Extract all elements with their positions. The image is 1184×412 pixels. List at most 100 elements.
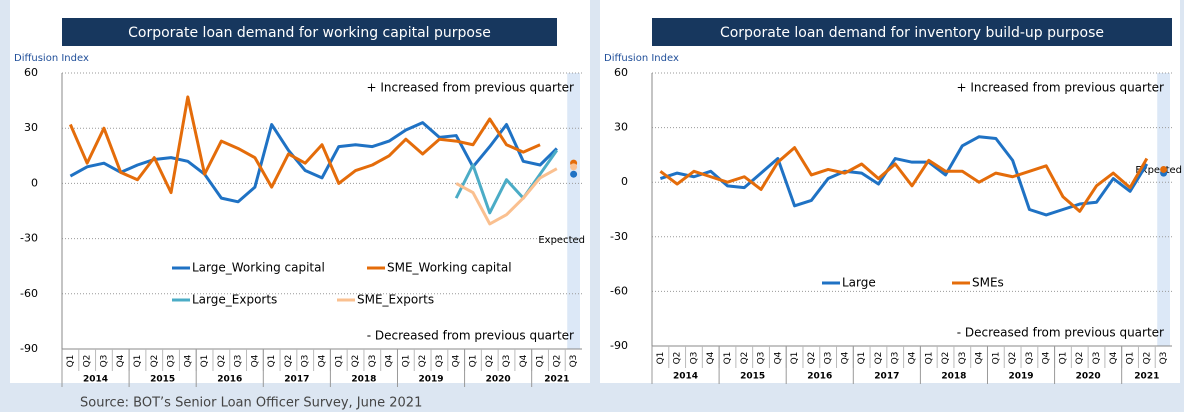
x-tick-label: Q2 [284,355,294,368]
series-line [454,149,559,215]
x-tick-label: Q4 [452,354,462,367]
x-tick-label: Q3 [757,352,767,365]
x-tick-label: Q2 [874,352,884,365]
x-tick-label: Q1 [267,355,277,368]
year-label: 2017 [874,372,899,382]
legend-label: SME_Working capital [387,261,512,275]
y-tick-label: -60 [610,284,628,297]
x-tick-label: Q4 [183,354,193,367]
legend-label: SMEs [972,276,1004,290]
y-tick-label: 60 [24,66,38,79]
year-label: 2016 [807,372,832,382]
series-line [659,135,1149,217]
annotation: Expected [1135,165,1182,176]
year-label: 2018 [941,372,966,382]
x-tick-label: Q1 [857,352,867,365]
chart-title: Corporate loan demand for inventory buil… [720,25,1104,41]
title-banner [652,18,1172,46]
x-tick-label: Q2 [150,355,160,368]
y-tick-label: 30 [24,121,38,134]
x-tick-label: Q1 [468,355,478,368]
source: Source: BOT’s Senior Loan Officer Survey… [80,396,422,411]
x-tick-label: Q2 [83,355,93,368]
expected-dot [570,163,578,171]
x-tick-label: Q2 [740,352,750,365]
x-tick-label: Q1 [991,352,1001,365]
year-label: 2016 [217,375,242,385]
x-tick-label: Q3 [1092,352,1102,365]
x-tick-label: Q2 [1008,352,1018,365]
x-tick-label: Q3 [435,355,445,368]
x-tick-label: Q2 [673,352,683,365]
x-tick-label: Q1 [723,352,733,365]
annotation: Expected [538,235,585,246]
expected-shade [567,73,580,349]
x-tick-label: Q4 [519,354,529,367]
x-tick-label: Q1 [133,355,143,368]
x-tick-label: Q3 [368,355,378,368]
x-tick-label: Q3 [167,355,177,368]
x-tick-label: Q1 [536,355,546,368]
y-tick-label: 60 [614,66,628,79]
x-tick-label: Q4 [773,351,783,364]
year-label: 2014 [83,375,108,385]
x-tick-label: Q4 [116,354,126,367]
y-tick-label: -30 [610,230,628,243]
legend-label: Large_Exports [192,293,277,307]
year-label: 2017 [284,375,309,385]
x-tick-label: Q3 [891,352,901,365]
year-label: 2019 [1009,372,1034,382]
legend-label: Large_Working capital [192,261,325,275]
x-tick-label: Q3 [1025,352,1035,365]
year-label: 2015 [150,375,175,385]
series-line [659,146,1149,213]
annotation: + Increased from previous quarter [957,81,1165,95]
x-tick-label: Q3 [99,355,109,368]
x-tick-label: Q4 [706,351,716,364]
y-tick-label: 0 [621,175,628,188]
x-tick-label: Q3 [569,355,579,368]
x-tick-label: Q2 [552,355,562,368]
y-tick-label: -90 [610,339,628,352]
y-axis-label: Diffusion Index [604,53,679,64]
x-tick-label: Q3 [301,355,311,368]
x-tick-label: Q4 [250,354,260,367]
legend-label: SME_Exports [357,293,434,307]
x-tick-label: Q1 [790,352,800,365]
x-tick-label: Q4 [975,351,985,364]
annotation: - Decreased from previous quarter [957,326,1164,340]
x-tick-label: Q2 [217,355,227,368]
year-label: 2018 [351,375,376,385]
x-tick-label: Q1 [924,352,934,365]
x-tick-label: Q2 [941,352,951,365]
x-tick-label: Q1 [334,355,344,368]
x-tick-label: Q3 [958,352,968,365]
x-tick-label: Q3 [824,352,834,365]
x-tick-label: Q4 [385,354,395,367]
x-tick-label: Q3 [689,352,699,365]
x-tick-label: Q2 [807,352,817,365]
year-label: 2019 [419,375,444,385]
y-tick-label: -30 [20,232,38,245]
y-tick-label: 30 [614,121,628,134]
x-tick-label: Q2 [485,355,495,368]
title-banner [62,18,557,46]
year-label: 2021 [1134,372,1159,382]
x-tick-label: Q2 [1075,352,1085,365]
x-tick-label: Q1 [66,355,76,368]
expected-dot [1160,165,1168,173]
x-tick-label: Q1 [401,355,411,368]
legend-label: Large [842,276,876,290]
annotation: - Decreased from previous quarter [367,329,574,343]
y-axis-label: Diffusion Index [14,53,89,64]
x-tick-label: Q4 [1042,351,1052,364]
x-tick-label: Q3 [234,355,244,368]
year-label: 2020 [486,375,511,385]
x-tick-label: Q2 [351,355,361,368]
x-tick-label: Q1 [1058,352,1068,365]
annotation: + Increased from previous quarter [367,81,575,95]
x-tick-label: Q4 [908,351,918,364]
year-label: 2020 [1076,372,1101,382]
x-tick-label: Q3 [1159,352,1169,365]
